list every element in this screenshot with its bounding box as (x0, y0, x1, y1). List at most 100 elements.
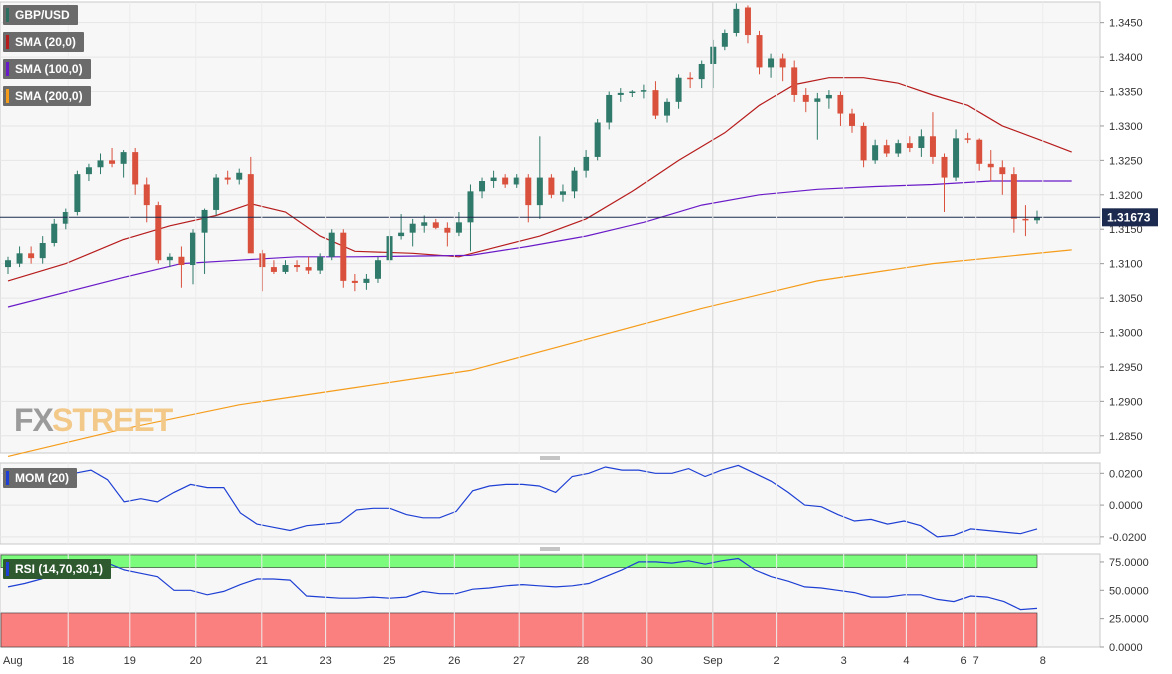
mom-tag[interactable]: MOM (20) (3, 468, 77, 488)
price-pane (0, 1, 1101, 457)
candle-body (906, 143, 913, 148)
candle (872, 139, 879, 164)
candle-body (837, 94, 844, 114)
candle-body (583, 156, 590, 171)
price-tick-label: 1.2950 (1109, 362, 1143, 374)
candle (675, 74, 682, 109)
candle-body (490, 177, 497, 182)
candle-body (825, 94, 832, 99)
legend-sma200[interactable]: SMA (200,0) (3, 86, 91, 106)
candle (444, 222, 451, 247)
legend-sma100[interactable]: SMA (100,0) (3, 59, 91, 79)
candle-body (525, 177, 532, 206)
symbol-tag[interactable]: GBP/USD (3, 5, 78, 25)
candle (51, 218, 58, 247)
rsi-tag[interactable]: RSI (14,70,30,1) (3, 559, 112, 579)
rsi-pane (0, 553, 1101, 648)
candle-body (201, 209, 208, 233)
time-tick-label: 8 (1040, 655, 1046, 667)
candle-body (744, 7, 751, 36)
candle-body (675, 77, 682, 102)
candle (467, 184, 474, 252)
candle (536, 136, 543, 219)
candle-body (860, 125, 867, 161)
candle (178, 246, 185, 288)
candle-body (189, 232, 196, 266)
candle-body (999, 167, 1006, 175)
candle (189, 229, 196, 285)
candle-body (467, 191, 474, 223)
rsi-tick-label: 25.0000 (1109, 614, 1149, 626)
candle-body (97, 160, 104, 168)
candle-body (791, 67, 798, 95)
candle-body (421, 222, 428, 226)
candle-body (351, 280, 358, 283)
candle-body (363, 278, 370, 283)
candle (571, 167, 578, 199)
legend-sma100-label: SMA (100,0) (15, 62, 83, 76)
candle-body (571, 170, 578, 192)
legend-sma200-label: SMA (200,0) (15, 89, 83, 103)
sma-line-2 (7, 180, 1072, 308)
candle (305, 256, 312, 274)
candle (1022, 205, 1029, 237)
svg-text:FX: FX (14, 402, 55, 438)
candle (849, 108, 856, 133)
price-tick-label: 1.3200 (1109, 190, 1143, 202)
price-tick-label: 1.3100 (1109, 259, 1143, 271)
candle-body (120, 152, 127, 164)
candle (490, 170, 497, 188)
candle-body (802, 94, 809, 102)
candle (120, 150, 127, 178)
momentum-pane (0, 462, 1101, 545)
candle-body (883, 145, 890, 154)
time-tick-label: 27 (513, 655, 525, 667)
candle-body (155, 205, 162, 261)
candle-body (687, 77, 694, 80)
candle-body (1022, 218, 1029, 221)
candle-body (432, 222, 439, 228)
candle (201, 208, 208, 274)
candle (953, 129, 960, 182)
candle (606, 91, 613, 130)
candle (918, 129, 925, 157)
price-tick-label: 1.3450 (1109, 18, 1143, 30)
candle-body (479, 181, 486, 192)
candle-body (548, 177, 555, 195)
candle-body (606, 94, 613, 123)
candle (282, 260, 289, 274)
candle (236, 168, 243, 185)
time-tick-label: 4 (903, 655, 909, 667)
candle-body (51, 223, 58, 243)
time-tick-label: 6 (961, 655, 967, 667)
candle (16, 246, 23, 268)
candle-body (444, 227, 451, 233)
symbol-label: GBP/USD (15, 8, 70, 22)
candle (5, 256, 11, 274)
candle-body (929, 136, 936, 157)
price-tick-label: 1.3300 (1109, 121, 1143, 133)
candle (513, 174, 520, 188)
sma-line-1 (7, 77, 1072, 282)
mom-label: MOM (20) (15, 471, 69, 485)
legend-sma20[interactable]: SMA (20,0) (3, 32, 84, 52)
candle-body (62, 212, 69, 224)
candle (594, 119, 601, 161)
candle-body (398, 232, 405, 237)
candle (1010, 167, 1017, 233)
candle-body (143, 184, 150, 206)
rsi-tick-label: 0.0000 (1109, 642, 1143, 654)
candle (779, 53, 786, 82)
candle (421, 215, 428, 233)
rsi-line (7, 557, 1038, 611)
last-price-box (1102, 208, 1158, 227)
time-tick-label: 20 (190, 655, 202, 667)
candle-body (374, 260, 381, 279)
candle-body (28, 253, 35, 259)
candle-body (976, 139, 983, 164)
candle (652, 81, 659, 120)
candle (213, 174, 220, 216)
candle-body (779, 58, 786, 68)
candle (28, 246, 35, 264)
